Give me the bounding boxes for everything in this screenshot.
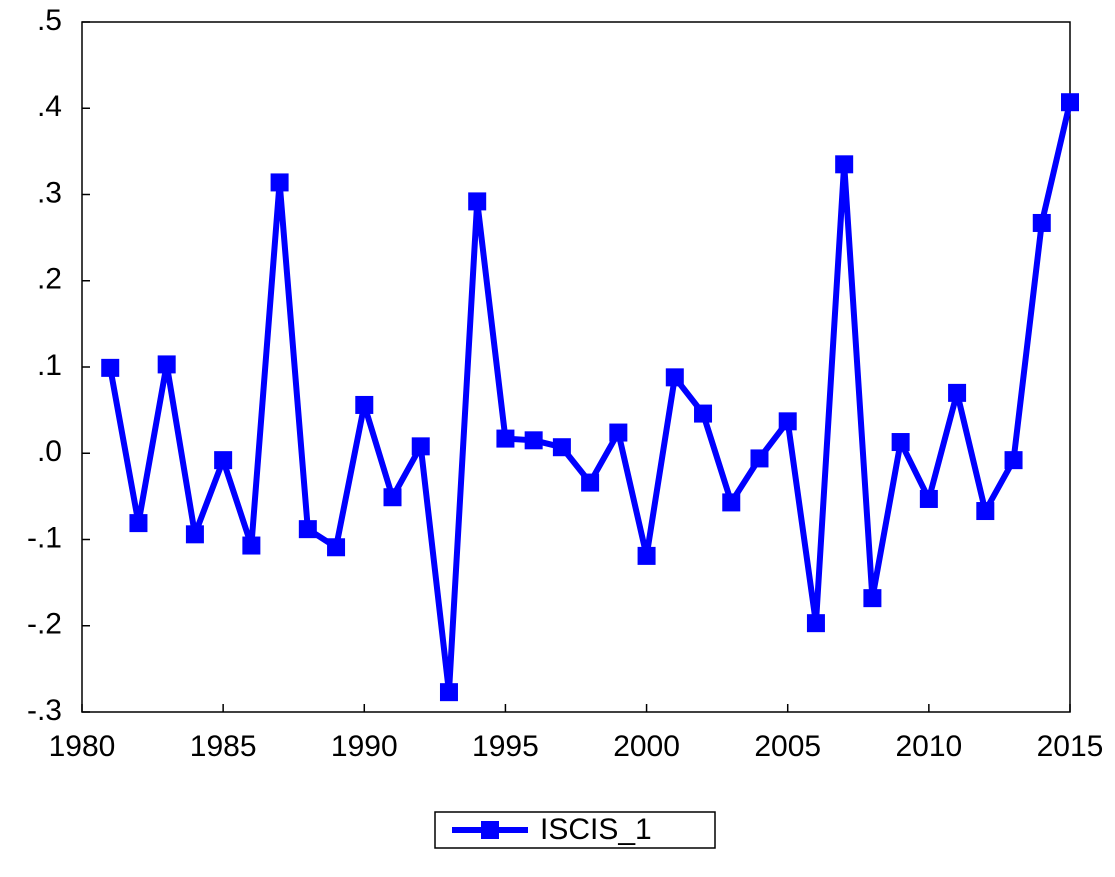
point-marker <box>157 355 176 374</box>
point-marker <box>129 514 148 533</box>
x-tick-label: 2000 <box>613 730 680 763</box>
x-tick-label: 2015 <box>1037 730 1104 763</box>
point-marker <box>1004 451 1023 470</box>
y-tick-label: .4 <box>37 90 62 123</box>
point-marker <box>101 358 120 377</box>
point-marker <box>722 493 741 512</box>
point-marker <box>806 614 825 633</box>
point-marker <box>552 438 571 457</box>
y-tick-label: .5 <box>37 4 62 37</box>
plot-frame <box>81 21 1071 713</box>
y-tick-label: -.2 <box>27 608 62 641</box>
x-tick-label: 1980 <box>49 730 116 763</box>
point-marker <box>270 173 289 192</box>
point-marker <box>1061 93 1079 112</box>
point-marker <box>524 431 543 450</box>
point-marker <box>496 429 515 448</box>
point-marker <box>411 437 430 456</box>
point-marker <box>919 489 938 508</box>
point-marker <box>327 538 346 557</box>
y-tick-label: -.3 <box>27 694 62 727</box>
legend-marker <box>481 821 499 839</box>
y-tick-label: .1 <box>37 349 62 382</box>
x-tick-label: 2010 <box>895 730 962 763</box>
x-tick-label: 2005 <box>754 730 821 763</box>
point-marker <box>581 473 600 492</box>
y-tick-label: .3 <box>37 176 62 209</box>
legend-label: ISCIS_1 <box>540 813 652 846</box>
x-tick-label: 1990 <box>331 730 398 763</box>
point-marker <box>609 423 628 442</box>
point-marker <box>665 368 684 387</box>
point-marker <box>976 502 995 521</box>
point-marker <box>383 488 402 507</box>
y-tick-label: .2 <box>37 263 62 296</box>
point-marker <box>863 589 882 608</box>
point-marker <box>891 433 910 452</box>
point-marker <box>185 525 204 544</box>
point-marker <box>948 383 967 402</box>
x-tick-label: 1995 <box>472 730 539 763</box>
point-marker <box>242 536 261 555</box>
point-marker <box>750 449 769 468</box>
x-tick-label: 1985 <box>190 730 257 763</box>
point-marker <box>298 520 317 539</box>
point-marker <box>778 412 797 431</box>
y-tick-label: -.1 <box>27 521 62 554</box>
point-marker <box>637 546 656 565</box>
point-marker <box>835 155 854 174</box>
point-marker <box>439 683 458 702</box>
point-marker <box>468 192 487 211</box>
point-marker <box>355 395 374 414</box>
y-tick-label: .0 <box>37 435 62 468</box>
series-line <box>107 101 1073 696</box>
point-marker <box>1032 213 1051 232</box>
point-marker <box>694 404 713 423</box>
point-marker <box>214 451 233 470</box>
